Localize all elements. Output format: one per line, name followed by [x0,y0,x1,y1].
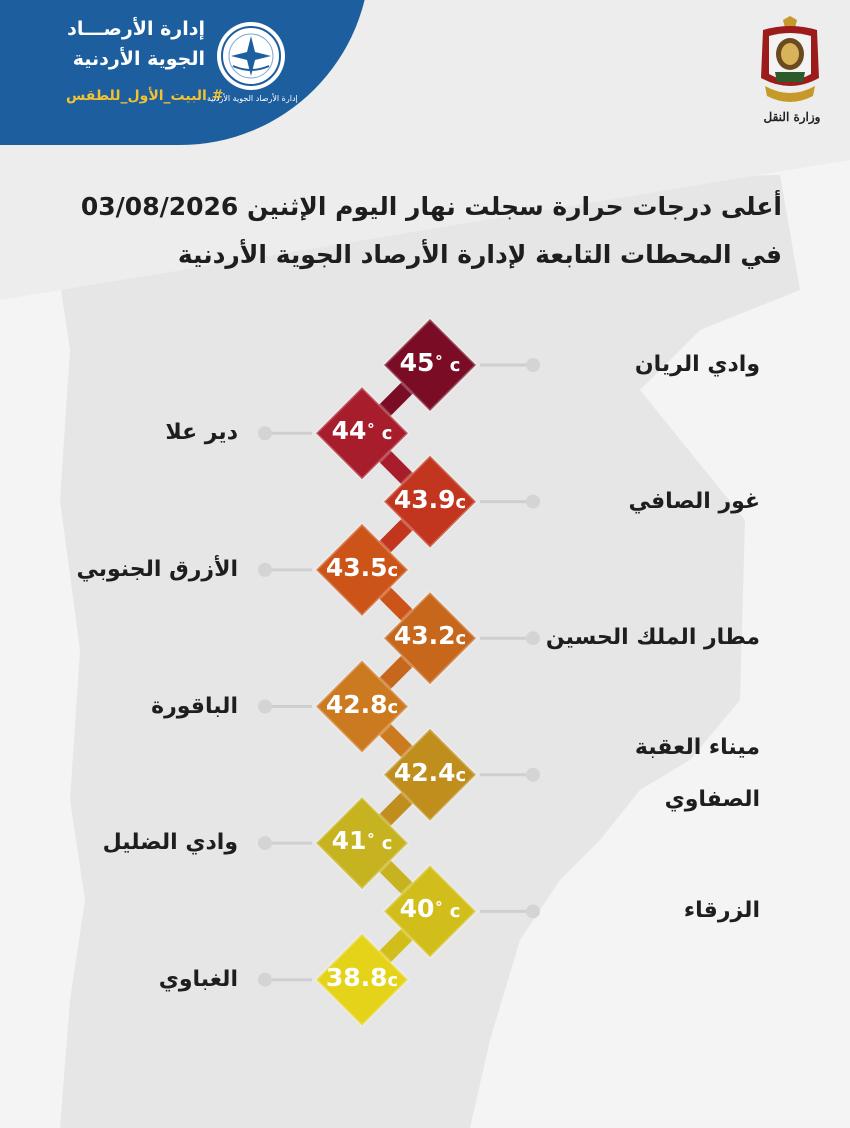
temperature-diamond [314,522,410,618]
station-connector-dot [258,972,272,987]
station-connector-dot [258,562,272,577]
header-banner-content: إدارة الأرصـــاد الجوية الأردنية # البيت… [0,0,360,140]
temperature-diamond [382,590,478,686]
station-name: مطار الملك الحسين [545,625,760,651]
temperature-number: 42.8 [325,689,388,719]
temperature-unit: c [455,764,467,786]
station-connector-dot [526,358,540,372]
temperature-value: 42.8c [312,690,412,719]
temperature-value: 44˚ c [312,416,412,445]
emblem-caption: إدارة الأرصاد الجوية الأردنية [207,94,298,103]
banner-subtitle: الجوية الأردنية [72,48,205,70]
temperature-number: 45 [399,348,435,377]
page-title: أعلى درجات حرارة سجلت نهار اليوم الإثنين… [80,192,782,221]
temperature-diamond [314,659,410,754]
temperature-number: 43.5 [325,552,388,582]
ministry-caption: وزارة النقل [763,110,821,124]
jordan-coat-of-arms-icon [761,16,819,102]
temperature-unit: c [455,491,467,513]
temperature-diamond [314,385,410,481]
temperature-unit: c [387,969,399,991]
degree-symbol: ˚ [434,355,450,376]
temperature-number: 43.9 [393,484,456,514]
station-name: وادي الريان [634,352,760,377]
station-connector-dot [526,631,540,646]
temperature-value: 41˚ c [312,826,412,855]
station-name: الأزرق الجنوبي [76,556,238,582]
temperature-number: 38.8 [325,962,388,992]
station-name-secondary: الصفاوي [664,786,760,812]
temperature-diamond [382,727,478,823]
station-name: دير علا [165,420,238,446]
temperature-unit: c [387,696,399,718]
station-name: وادي الضليل [102,830,238,856]
station-connector-dot [258,836,272,851]
temperature-number: 40 [399,894,435,924]
temperature-diamond [314,795,410,891]
degree-symbol: ˚ [434,901,450,923]
temperature-diamond [314,932,410,1028]
degree-symbol: ˚ [366,423,382,445]
station-name: الغباوي [158,966,238,992]
meteorological-department-emblem-icon [217,22,285,90]
temperature-unit: c [381,423,393,445]
station-name: ميناء العقبة [634,734,760,760]
temperature-unit: c [381,833,393,855]
temperature-value: 43.2c [380,621,480,650]
temperature-number: 43.2 [393,621,456,651]
station-name: غور الصافي [628,488,760,514]
temperature-unit: c [455,628,467,650]
temperature-value: 38.8c [312,963,412,992]
station-connector-dot [526,767,540,782]
temperature-number: 42.4 [393,757,456,787]
banner-title: إدارة الأرصـــاد [67,18,205,40]
temperature-value: 43.9c [380,485,480,514]
temperature-diamond [382,317,478,413]
temperature-number: 44 [331,416,367,446]
temperature-number: 41 [331,826,367,856]
temperature-diamond [382,863,478,959]
station-connector-dot [526,904,540,919]
page-subtitle: في المحطات التابعة لإدارة الأرصاد الجوية… [177,240,782,269]
station-connector-dot [526,494,540,509]
temperature-value: 43.5c [312,553,412,582]
degree-symbol: ˚ [366,833,382,855]
temperature-value: 42.4c [380,758,480,787]
temperature-unit: c [449,901,461,923]
station-connector-dot [258,426,272,441]
temperature-unit: c [387,559,399,581]
temperature-value: 45˚ c [380,348,480,377]
station-name: الزرقاء [683,898,760,924]
temperature-diamond [382,454,478,550]
station-connector-dot [258,699,272,714]
temperature-value: 40˚ c [380,894,480,923]
banner-hashtag: # البيت_الأول_للطقس [66,88,224,104]
temperature-unit: c [449,355,461,376]
station-name: الباقورة [151,693,238,719]
